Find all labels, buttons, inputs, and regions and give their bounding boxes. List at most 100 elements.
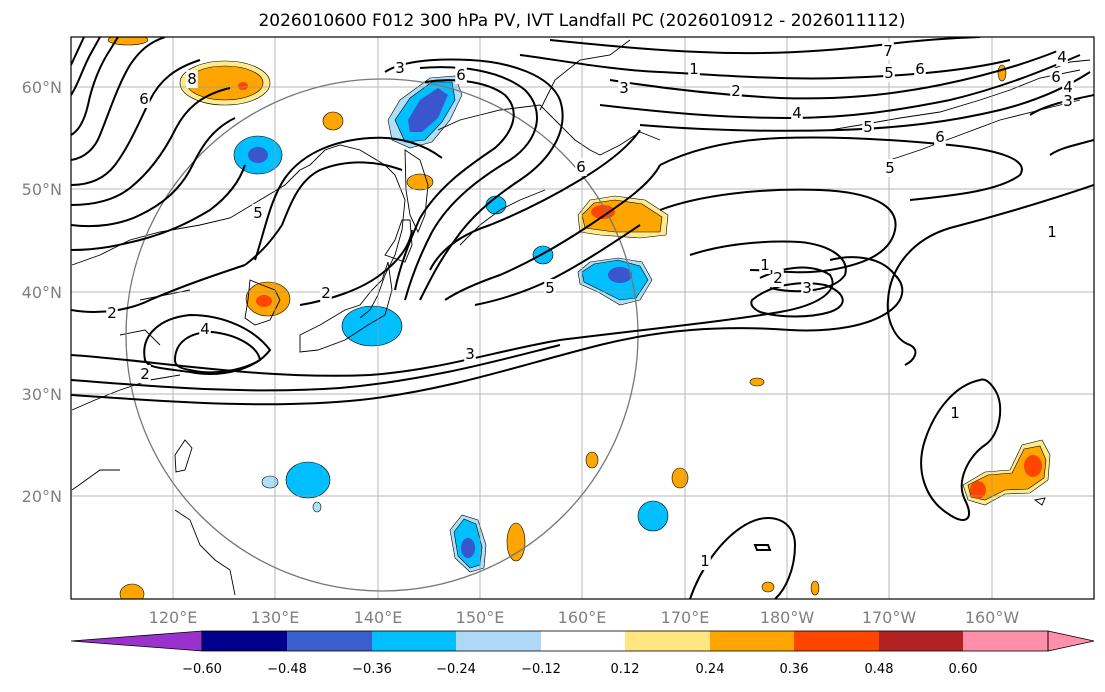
contour-label-backing [575,158,587,176]
contour-label: 6 [1051,68,1061,86]
contour-label: 4 [1057,48,1067,66]
colorbar-segment [372,631,456,651]
contour-label: 3 [465,345,475,363]
contour-label: 6 [456,66,466,84]
radius-circle [125,78,639,592]
contour-label: 3 [802,279,812,297]
contour-label: 3 [1063,92,1073,110]
contour-label-backing [882,42,894,60]
contour-label: 5 [253,204,263,222]
contour-label: 6 [139,90,149,108]
colorbar-tick-label: −0.36 [352,662,392,677]
contour-label-backing [320,284,332,302]
colorbar-tick-label: −0.12 [521,662,561,677]
contour-label-backing [759,256,771,274]
coastlines [71,39,1091,596]
contour-label-backing [1062,92,1074,110]
colorbar-tick-label: 0.24 [696,662,725,677]
contour-label-backing [699,552,711,570]
contour-label-backing [139,365,151,383]
pv-contours [71,37,1094,599]
map-panel: 8 6 5 3 6 3 1 2 4 5 6 7 5 6 4 6 5 2 2 4 [22,36,1095,627]
contour-label: 1 [760,256,770,274]
lon-label: 170°E [661,608,710,627]
contour-label: 4 [200,320,210,338]
graticule [71,37,1094,599]
contour-label: 2 [731,82,741,100]
contour-label: 1 [1047,223,1057,241]
contour-label: 2 [107,304,117,322]
contour-label-backing [138,90,150,108]
contour-label: 6 [935,128,945,146]
colorbar-segment [963,631,1048,651]
lon-label: 140°E [354,608,403,627]
colorbar-segment [625,631,710,651]
contour-label-backing [730,82,742,100]
colorbar-segment [541,631,625,651]
lon-label: 170°W [862,608,917,627]
lon-label: 160°W [965,608,1020,627]
contour-label-backing [801,279,813,297]
contour-label: 5 [863,118,873,136]
contour-label-backing [949,404,961,422]
contour-label: 2 [140,365,150,383]
contour-label-backing [252,204,264,222]
contour-label-backing [106,304,118,322]
contour-label-backing [394,59,406,77]
contour-label-backing [464,345,476,363]
contour-label-backing [884,159,896,177]
contour-label: 3 [619,79,629,97]
contour-label-backing [1062,78,1074,96]
colorbar-segment [794,631,879,651]
contour-label: 1 [700,552,710,570]
lat-label: 40°N [22,283,62,302]
lat-label: 60°N [22,78,62,97]
lon-label: 120°E [149,608,198,627]
colorbar-segment [879,631,963,651]
latitude-labels: 60°N 50°N 40°N 30°N 20°N [22,78,62,506]
contour-label: 5 [884,64,894,82]
lon-label: 180°W [760,608,815,627]
lon-label: 130°E [251,608,300,627]
contour-label: 4 [1063,78,1073,96]
colorbar-extend-low [70,630,203,652]
contour-label-backing [934,128,946,146]
contour-label: 1 [689,60,699,78]
colorbar-frame [201,630,1049,652]
contour-label: 6 [576,158,586,176]
lon-label: 150°E [456,608,505,627]
contour-label-backing [883,64,895,82]
colorbar-tick-label: −0.24 [436,662,476,677]
colorbar-segment [456,631,541,651]
colorbar-ticks: −0.60 −0.48 −0.36 −0.24 −0.12 0.12 0.24 … [182,662,977,677]
contour-label-backing [618,79,630,97]
colorbar: −0.60 −0.48 −0.36 −0.24 −0.12 0.12 0.24 … [70,630,1095,677]
colorbar-tick-label: −0.48 [267,662,307,677]
contour-label-backing [199,320,211,338]
contour-label: 2 [321,284,331,302]
contour-label-backing [791,104,803,122]
contour-label-backing [1056,48,1068,66]
longitude-labels: 120°E 130°E 140°E 150°E 160°E 170°E 180°… [149,608,1020,627]
contour-label-backing [1046,223,1058,241]
contour-label: 7 [883,42,893,60]
contour-label-backing [1050,68,1062,86]
contour-label: 3 [395,59,405,77]
colorbar-tick-label: −0.60 [182,662,222,677]
contour-label: 6 [915,60,925,78]
contour-label: 1 [950,404,960,422]
lat-label: 20°N [22,487,62,506]
contour-label-backing [772,269,784,287]
contour-label-backing [544,279,556,297]
colorbar-segment [710,631,794,651]
contour-label-backing [688,60,700,78]
colorbar-segment [202,631,287,651]
contour-label: 5 [885,159,895,177]
contour-label: 4 [792,104,802,122]
contour-label: 5 [545,279,555,297]
contour-label-backing [186,70,198,88]
colorbar-tick-label: 0.12 [611,662,640,677]
lat-label: 50°N [22,180,62,199]
contour-label-backing [914,60,926,78]
